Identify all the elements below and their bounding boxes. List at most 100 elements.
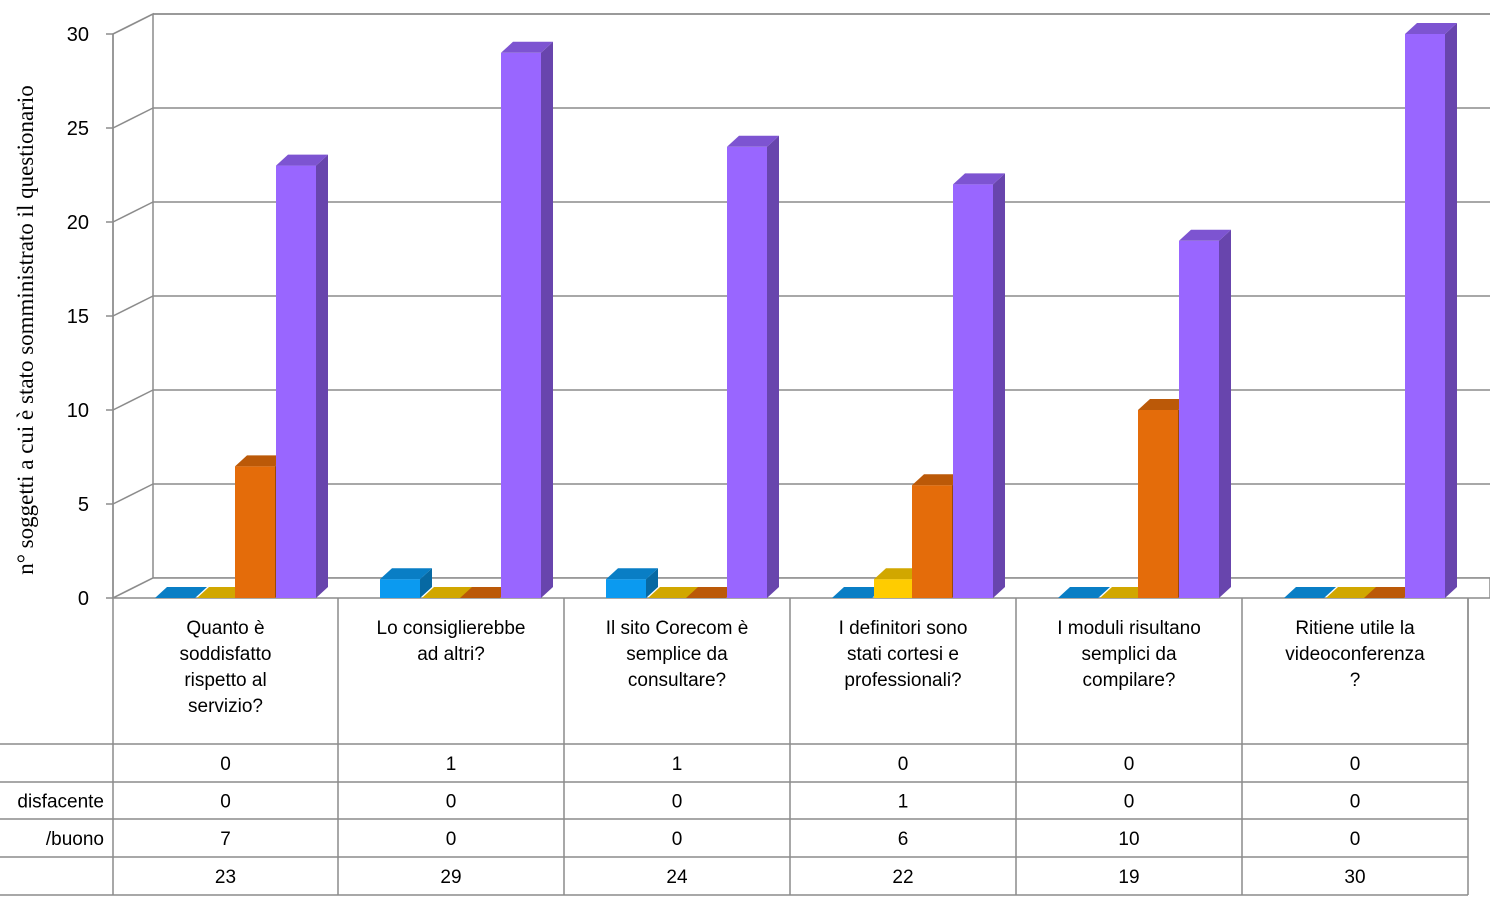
bar-front: [912, 485, 952, 598]
bar-top: [1179, 229, 1231, 241]
bar-side: [646, 568, 658, 598]
category-label: Quanto è: [186, 618, 264, 639]
bar: [1326, 587, 1378, 598]
category-label: I moduli risultano: [1057, 618, 1201, 639]
category-label: compilare?: [1083, 670, 1176, 691]
table-cell-value: 19: [1118, 867, 1139, 888]
bar-front: [727, 146, 767, 599]
bar: [686, 587, 738, 598]
bar-front: [276, 165, 316, 598]
bar-top: [460, 587, 512, 598]
bar: [606, 568, 658, 598]
bar-top: [1138, 399, 1190, 410]
gridline-diagonal: [112, 13, 154, 35]
bar: [1364, 587, 1416, 598]
bar-top: [276, 154, 328, 166]
category-label: semplice da: [626, 644, 728, 665]
bar-front: [1405, 34, 1445, 598]
category-label: videoconferenza: [1285, 644, 1425, 665]
table-cell-value: 0: [898, 754, 909, 775]
category-label: professionali?: [844, 670, 961, 691]
bar-front: [874, 579, 914, 598]
table-cell-value: 0: [446, 829, 457, 850]
category-label: Lo consiglierebbe: [377, 618, 526, 639]
bar-front: [501, 52, 541, 599]
category-label: stati cortesi e: [847, 644, 959, 665]
bar-side: [316, 154, 328, 598]
y-axis-ticks: 0 5 10 15 20 25 30: [67, 24, 89, 610]
table-cell-value: 23: [215, 867, 236, 888]
table-cell-value: 24: [666, 867, 688, 888]
bar-side: [1219, 229, 1231, 599]
bar-top: [422, 587, 474, 598]
bar-top: [606, 568, 658, 580]
bar: [1405, 23, 1457, 598]
table-cell-value: 0: [1124, 754, 1135, 775]
bar: [648, 587, 700, 598]
bar-top: [686, 587, 738, 598]
bar: [380, 568, 432, 598]
bar-front: [1138, 410, 1178, 598]
y-tick-label: 15: [67, 306, 89, 328]
bar: [953, 173, 1005, 598]
table-cell-value: 1: [446, 754, 457, 775]
table-cell-value: 1: [672, 754, 683, 775]
table-cell-value: 0: [1350, 792, 1361, 813]
bar-top: [1058, 587, 1110, 598]
bar-front: [1179, 240, 1219, 599]
bar: [1058, 587, 1110, 598]
y-tick-label: 0: [78, 588, 89, 610]
table-cell-value: 29: [440, 867, 461, 888]
bar: [155, 587, 207, 598]
bar-top: [155, 587, 207, 598]
table-cell-value: 0: [220, 792, 231, 813]
bar: [501, 41, 553, 599]
y-tick-label: 30: [67, 24, 89, 46]
bar-top: [380, 568, 432, 580]
category-label: consultare?: [628, 670, 726, 691]
bar-top: [1326, 587, 1378, 598]
legend-entry: disfacente: [17, 792, 104, 813]
bar-top: [1364, 587, 1416, 598]
bar-top: [1405, 23, 1457, 34]
gridline-diagonal: [112, 107, 154, 129]
bar-top: [953, 173, 1005, 185]
bars: [155, 23, 1457, 599]
category-label: Il sito Corecom è: [606, 618, 749, 639]
bar-side: [1445, 23, 1457, 598]
bar-front: [380, 579, 420, 598]
bar: [1284, 587, 1336, 598]
gridline-diagonal: [112, 295, 154, 317]
bar: [276, 154, 328, 598]
bar: [832, 587, 884, 598]
table-cell-value: 0: [446, 792, 457, 813]
bar-front: [606, 579, 646, 598]
bar-side: [420, 568, 432, 598]
gridline-diagonal: [112, 389, 154, 411]
y-tick-label: 5: [78, 494, 89, 516]
category-label: servizio?: [188, 696, 263, 717]
bar: [460, 587, 512, 598]
bar-top: [1284, 587, 1336, 598]
table-cell-value: 0: [672, 829, 683, 850]
category-label: soddisfatto: [180, 644, 272, 665]
y-tick-label: 25: [67, 118, 89, 140]
bar: [727, 135, 779, 599]
bar-top: [501, 41, 553, 53]
bar-side: [993, 173, 1005, 598]
bar-front: [235, 466, 275, 598]
table-cell-value: 0: [672, 792, 683, 813]
category-label: ad altri?: [417, 644, 485, 665]
table-cell-value: 22: [892, 867, 913, 888]
legend-entry: /buono: [46, 829, 104, 850]
bar-top: [727, 135, 779, 147]
category-label: Ritiene utile la: [1295, 618, 1415, 639]
y-tick-label: 20: [67, 212, 89, 234]
gridline-diagonal: [112, 201, 154, 223]
category-label: ?: [1350, 670, 1361, 691]
bar-side: [541, 41, 553, 599]
gridline-diagonal: [112, 483, 154, 505]
table-cell-value: 6: [898, 829, 909, 850]
bar-top: [235, 455, 287, 467]
